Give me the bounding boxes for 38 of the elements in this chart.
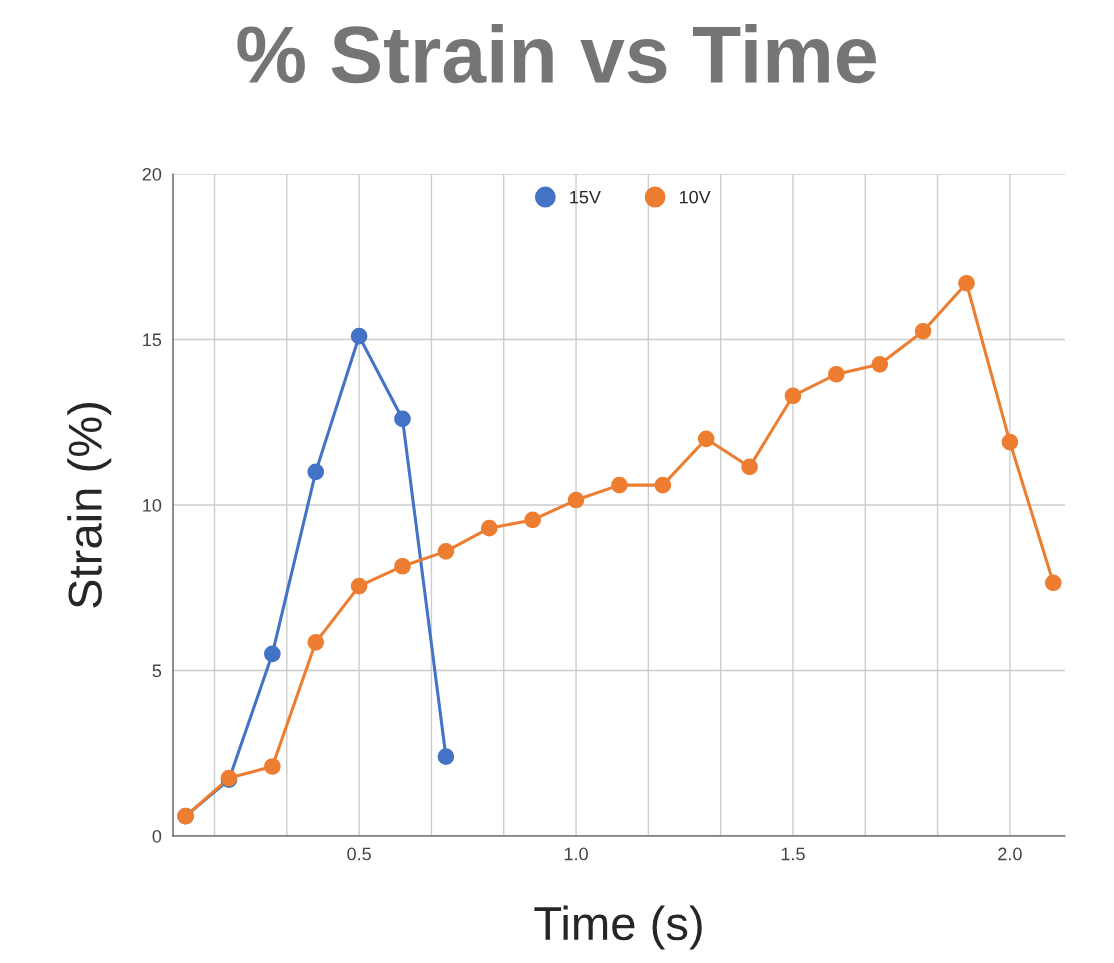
point bbox=[1044, 574, 1062, 592]
x-tick-label: 0.5 bbox=[347, 847, 371, 861]
point bbox=[307, 634, 325, 651]
x-axis-title: Time (s) bbox=[534, 905, 702, 950]
point bbox=[654, 476, 672, 494]
point bbox=[871, 355, 889, 373]
point bbox=[437, 543, 455, 560]
point bbox=[350, 577, 368, 595]
point bbox=[1001, 433, 1019, 451]
y-axis-title: Strain (%) bbox=[67, 402, 112, 608]
y-tick-label: 5 bbox=[152, 664, 162, 678]
point bbox=[307, 463, 325, 481]
point bbox=[480, 519, 498, 537]
legend-label: 15V bbox=[570, 190, 601, 204]
point bbox=[567, 491, 585, 509]
point bbox=[784, 387, 802, 405]
point bbox=[611, 476, 628, 494]
point bbox=[394, 410, 411, 428]
legend-label: 10V bbox=[679, 190, 711, 204]
point bbox=[394, 557, 411, 575]
point bbox=[264, 645, 281, 663]
y-tick-label: 10 bbox=[143, 498, 162, 512]
point bbox=[264, 758, 281, 775]
point bbox=[914, 322, 932, 340]
x-tick-label: 1.0 bbox=[564, 847, 588, 861]
y-tick-label: 15 bbox=[143, 333, 162, 347]
point bbox=[524, 511, 541, 529]
x-tick-label: 2.0 bbox=[998, 847, 1022, 861]
y-tick-label: 0 bbox=[152, 829, 162, 843]
y-tick-label: 20 bbox=[142, 167, 162, 181]
point bbox=[958, 274, 975, 292]
point bbox=[350, 327, 368, 345]
chart-title: % Strain vs Time bbox=[237, 24, 876, 84]
point bbox=[697, 430, 715, 448]
point bbox=[741, 458, 758, 476]
x-tick-label: 1.5 bbox=[781, 847, 805, 861]
point bbox=[437, 748, 455, 765]
point bbox=[828, 365, 845, 383]
